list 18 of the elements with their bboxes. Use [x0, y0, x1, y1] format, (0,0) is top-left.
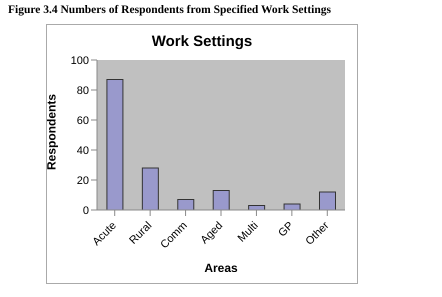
y-tick-label: 0 [82, 204, 89, 217]
bar [142, 168, 159, 210]
bar [248, 205, 266, 210]
x-tick-label: GP [276, 220, 296, 240]
y-tick-label: 80 [76, 84, 89, 97]
bar [318, 192, 336, 210]
bar [106, 79, 124, 210]
y-tick-label: 60 [76, 114, 89, 127]
y-tick-label: 20 [76, 174, 89, 187]
bar [284, 204, 301, 210]
bar [212, 190, 230, 210]
x-axis-title: Areas [204, 261, 238, 275]
y-axis-title: Respondents [44, 94, 58, 170]
y-tick-label: 100 [70, 54, 89, 67]
caption: Figure 3.4 Numbers of Respondents from Specified Work Settings [8, 4, 331, 16]
bar [177, 199, 194, 210]
y-tick-label: 40 [76, 144, 89, 157]
chart-title: Work Settings [150, 33, 254, 50]
